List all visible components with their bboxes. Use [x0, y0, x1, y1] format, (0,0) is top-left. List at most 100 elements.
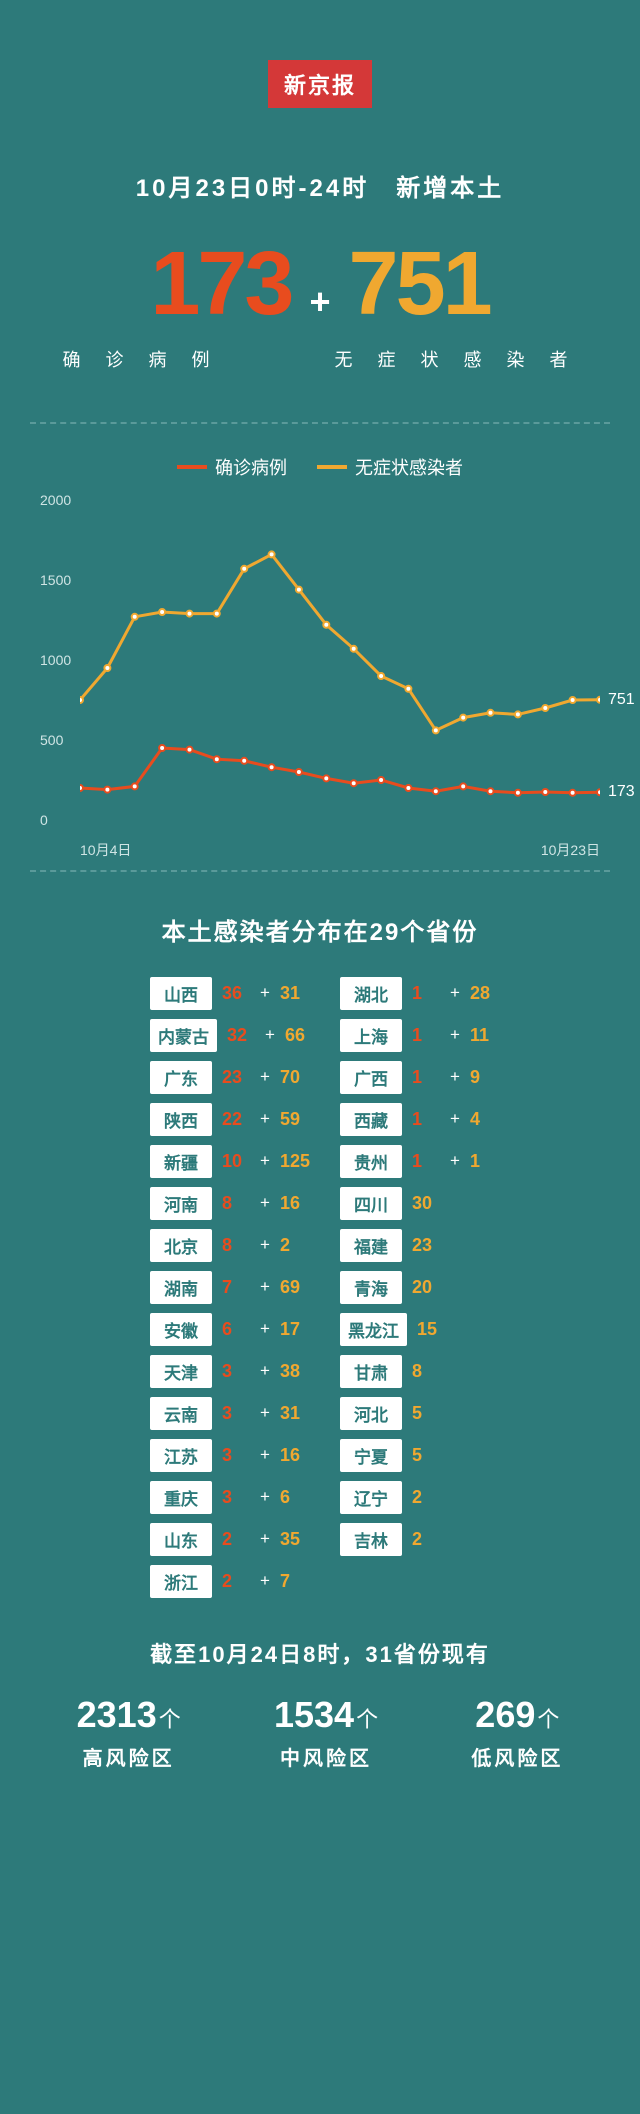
province-row: 青海 20 [340, 1271, 490, 1303]
risk-number: 269 [475, 1694, 535, 1735]
province-row: 山东2+35 [150, 1523, 310, 1555]
confirmed-label: 确 诊 病 例 [62, 346, 219, 372]
province-asymp: 31 [280, 1403, 300, 1424]
province-confirmed: 1 [412, 983, 440, 1004]
province-asymp: 35 [280, 1529, 300, 1550]
province-name: 山西 [150, 977, 212, 1010]
province-row: 河北5 [340, 1397, 490, 1429]
divider [30, 422, 610, 424]
province-name: 广东 [150, 1061, 212, 1094]
province-asymp: 23 [412, 1235, 432, 1256]
province-asymp: 20 [412, 1277, 432, 1298]
asymp-label: 无 症 状 感 染 者 [335, 346, 578, 372]
province-row: 河南8+16 [150, 1187, 310, 1219]
province-row: 甘肃 8 [340, 1355, 490, 1387]
province-asymp: 9 [470, 1067, 480, 1088]
province-asymp: 28 [470, 983, 490, 1004]
province-asymp: 1 [470, 1151, 480, 1172]
province-confirmed: 2 [222, 1571, 250, 1592]
province-name: 湖南 [150, 1271, 212, 1304]
province-row: 四川 30 [340, 1187, 490, 1219]
province-asymp: 66 [285, 1025, 305, 1046]
legend-asymp: 无症状感染者 [317, 454, 463, 480]
province-name: 湖北 [340, 977, 402, 1010]
provinces-left-col: 山西36+31内蒙古32+66广东23+70陕西22+59新疆10+125河南8… [150, 977, 310, 1597]
province-asymp: 69 [280, 1277, 300, 1298]
province-asymp: 59 [280, 1109, 300, 1130]
risk-number: 1534 [274, 1694, 354, 1735]
province-row: 吉林2 [340, 1523, 490, 1555]
province-name: 内蒙古 [150, 1019, 217, 1052]
province-name: 山东 [150, 1523, 212, 1556]
logo-text: 新京报 [268, 60, 372, 108]
province-asymp: 8 [412, 1361, 422, 1382]
province-asymp: 6 [280, 1487, 290, 1508]
province-row: 上海1+11 [340, 1019, 490, 1051]
province-name: 青海 [340, 1271, 402, 1304]
logo: 新京报 [30, 60, 610, 108]
province-asymp: 4 [470, 1109, 480, 1130]
province-row: 内蒙古32+66 [150, 1019, 310, 1051]
province-name: 西藏 [340, 1103, 402, 1136]
province-asymp: 5 [412, 1445, 422, 1466]
province-confirmed: 23 [222, 1067, 250, 1088]
province-confirmed: 3 [222, 1445, 250, 1466]
province-row: 重庆3+6 [150, 1481, 310, 1513]
province-name: 新疆 [150, 1145, 212, 1178]
province-name: 宁夏 [340, 1439, 402, 1472]
province-confirmed: 2 [222, 1529, 250, 1550]
divider [30, 870, 610, 872]
province-confirmed: 22 [222, 1109, 250, 1130]
province-row: 贵州1+1 [340, 1145, 490, 1177]
asymp-number: 751 [349, 233, 490, 336]
risk-row: 2313个高风险区1534个中风险区269个低风险区 [30, 1694, 610, 1771]
province-row: 湖南7+69 [150, 1271, 310, 1303]
province-row: 陕西22+59 [150, 1103, 310, 1135]
legend-asymp-line [317, 465, 347, 469]
confirmed-number: 173 [150, 233, 291, 336]
province-confirmed: 1 [412, 1067, 440, 1088]
risk-item: 1534个中风险区 [274, 1694, 378, 1771]
province-row: 辽宁2 [340, 1481, 490, 1513]
provinces-right-col: 湖北1+28上海1+11广西1+9西藏1+4贵州1+1四川30福建23青海20黑… [340, 977, 490, 1597]
province-confirmed: 1 [412, 1025, 440, 1046]
province-name: 河南 [150, 1187, 212, 1220]
province-row: 浙江2+7 [150, 1565, 310, 1597]
province-asymp: 70 [280, 1067, 300, 1088]
province-asymp: 7 [280, 1571, 290, 1592]
risk-label: 低风险区 [471, 1742, 563, 1771]
province-confirmed: 7 [222, 1277, 250, 1298]
provinces-table: 山西36+31内蒙古32+66广东23+70陕西22+59新疆10+125河南8… [30, 977, 610, 1597]
province-name: 广西 [340, 1061, 402, 1094]
province-row: 广西1+9 [340, 1061, 490, 1093]
province-name: 重庆 [150, 1481, 212, 1514]
province-row: 广东23+70 [150, 1061, 310, 1093]
province-row: 黑龙江 15 [340, 1313, 490, 1345]
province-row: 西藏1+4 [340, 1103, 490, 1135]
risk-number: 2313 [77, 1694, 157, 1735]
headline: 10月23日0时-24时 新增本土 [30, 168, 610, 203]
province-name: 吉林 [340, 1523, 402, 1556]
risk-item: 269个低风险区 [471, 1694, 563, 1771]
province-row: 湖北1+28 [340, 977, 490, 1009]
risk-label: 高风险区 [77, 1742, 181, 1771]
risk-title: 截至10月24日8时，31省份现有 [30, 1637, 610, 1669]
province-row: 山西36+31 [150, 977, 310, 1009]
province-confirmed: 1 [412, 1109, 440, 1130]
province-confirmed: 6 [222, 1319, 250, 1340]
province-name: 陕西 [150, 1103, 212, 1136]
province-asymp: 15 [417, 1319, 437, 1340]
province-asymp: 30 [412, 1193, 432, 1214]
chart-legend: 确诊病例 无症状感染者 [30, 454, 610, 480]
province-name: 北京 [150, 1229, 212, 1262]
province-row: 云南3+31 [150, 1397, 310, 1429]
province-name: 安徽 [150, 1313, 212, 1346]
province-name: 浙江 [150, 1565, 212, 1598]
province-name: 甘肃 [340, 1355, 402, 1388]
provinces-title: 本土感染者分布在29个省份 [30, 912, 610, 947]
province-name: 黑龙江 [340, 1313, 407, 1346]
province-asymp: 11 [470, 1025, 489, 1046]
province-name: 四川 [340, 1187, 402, 1220]
province-asymp: 16 [280, 1193, 300, 1214]
legend-confirmed: 确诊病例 [177, 454, 287, 480]
